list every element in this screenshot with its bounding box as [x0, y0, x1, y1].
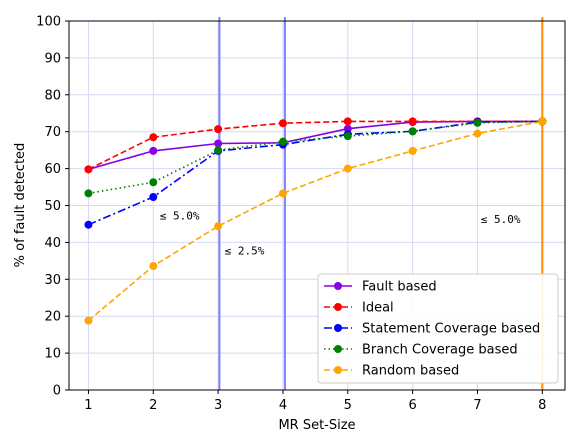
- data-point: [149, 178, 158, 187]
- data-point: [214, 139, 223, 148]
- data-point: [84, 189, 93, 198]
- y-tick-label: 30: [44, 273, 61, 288]
- y-tick-label: 40: [44, 236, 61, 251]
- y-tick-label: 80: [44, 88, 61, 103]
- series-group: [84, 117, 547, 325]
- y-tick-label: 0: [53, 384, 61, 399]
- data-point: [84, 316, 93, 325]
- legend-marker: [334, 282, 342, 290]
- y-tick-label: 90: [44, 51, 61, 66]
- data-point: [214, 146, 223, 155]
- legend-label: Random based: [362, 364, 459, 379]
- data-point: [214, 125, 223, 134]
- x-tick-label: 1: [84, 398, 92, 413]
- data-point: [278, 137, 287, 146]
- data-point: [149, 193, 158, 202]
- series-line: [87, 120, 543, 322]
- x-tick-label: 5: [344, 398, 352, 413]
- y-tick-label: 60: [44, 162, 61, 177]
- legend-marker: [334, 366, 342, 374]
- annotations: ≤ 5.0% ≤ 2.5% ≤ 5.0%: [160, 210, 521, 258]
- x-tick-label: 7: [473, 398, 481, 413]
- annotation-label: ≤ 5.0%: [481, 213, 521, 226]
- data-point: [343, 132, 352, 141]
- x-tick-label: 3: [214, 398, 222, 413]
- x-tick-label: 6: [408, 398, 416, 413]
- x-tick-label: 2: [149, 398, 157, 413]
- data-point: [343, 124, 352, 133]
- data-point: [408, 127, 417, 136]
- legend-marker: [334, 324, 342, 332]
- legend-marker: [334, 303, 342, 311]
- data-point: [473, 129, 482, 138]
- y-tick-label: 20: [44, 310, 61, 325]
- data-point: [84, 165, 93, 174]
- data-point: [149, 146, 158, 155]
- legend-box: [317, 273, 559, 384]
- grid: [69, 20, 565, 391]
- y-tick-label: 100: [36, 15, 61, 30]
- data-point: [149, 262, 158, 271]
- data-point: [149, 133, 158, 142]
- legend-marker: [334, 345, 342, 353]
- annotation-label: ≤ 5.0%: [160, 210, 200, 223]
- y-tick-label: 10: [44, 347, 61, 362]
- legend-label: Fault based: [362, 280, 437, 295]
- data-point: [473, 118, 482, 127]
- x-tick-label: 4: [279, 398, 287, 413]
- series-line: [88, 120, 543, 171]
- legend-label: Ideal: [362, 301, 394, 316]
- x-tick-label: 8: [538, 398, 546, 413]
- series-line: [88, 120, 543, 171]
- data-point: [278, 119, 287, 128]
- data-point: [408, 117, 417, 126]
- data-point: [214, 222, 223, 231]
- data-point: [343, 164, 352, 173]
- data-point: [84, 220, 93, 229]
- legend-label: Statement Coverage based: [362, 322, 540, 337]
- annotation-label: ≤ 2.5%: [225, 245, 265, 258]
- legend: Fault based Ideal Statement Coverage based…: [317, 273, 559, 384]
- legend-label: Branch Coverage based: [362, 343, 518, 358]
- data-point: [408, 146, 417, 155]
- y-tick-label: 70: [44, 125, 61, 140]
- x-axis-title: MR Set-Size: [278, 418, 355, 433]
- data-point: [278, 189, 287, 198]
- data-point: [343, 117, 352, 126]
- y-axis-title: % of fault detected: [13, 143, 28, 268]
- data-point: [538, 117, 547, 126]
- y-tick-label: 50: [44, 199, 61, 214]
- series-line: [88, 120, 543, 195]
